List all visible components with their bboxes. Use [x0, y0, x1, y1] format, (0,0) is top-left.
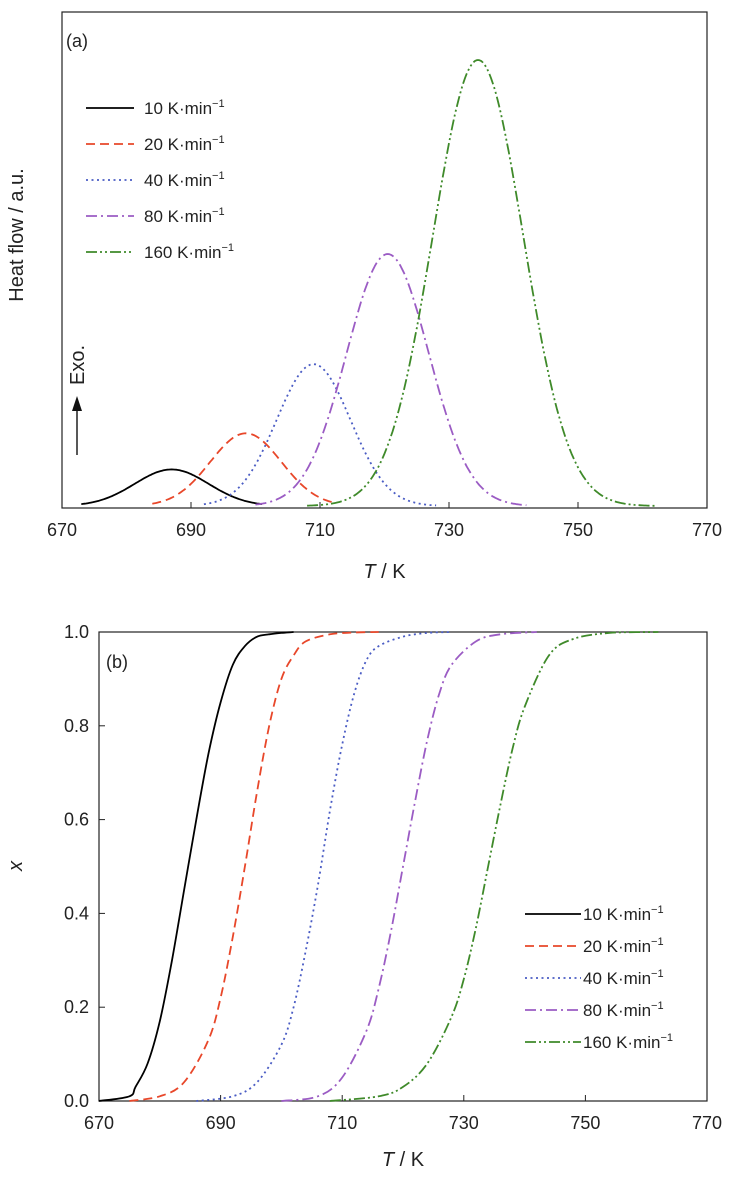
legend-label-0: 10 K·min−1: [583, 904, 664, 924]
series-line-1: [129, 631, 379, 1102]
legend-label-0: 10 K·min−1: [144, 98, 225, 118]
y-tick-label: 0.4: [64, 903, 89, 923]
y-tick-label: 0.2: [64, 997, 89, 1017]
legend-label-1: 20 K·min−1: [583, 936, 664, 956]
legend-label-4: 160 K·min−1: [144, 242, 234, 262]
y-tick-label: 1.0: [64, 622, 89, 642]
y-axis-title: Heat flow / a.u.: [6, 168, 28, 301]
x-tick-label: 710: [305, 520, 335, 540]
x-tick-label: 770: [692, 520, 722, 540]
x-tick-label: 770: [692, 1113, 722, 1133]
x-tick-label: 750: [570, 1113, 600, 1133]
x-axis-title: T / K: [363, 561, 406, 583]
series-line-0: [81, 468, 263, 505]
plot-frame: [98, 631, 708, 1102]
series-line-0: [98, 631, 294, 1102]
panel-label: (a): [66, 31, 88, 51]
legend-label-3: 80 K·min−1: [144, 206, 225, 226]
series-line-2: [196, 631, 452, 1102]
x-tick-label: 690: [206, 1113, 236, 1133]
y-tick-label: 0.0: [64, 1091, 89, 1111]
series-line-3: [281, 631, 537, 1102]
panel-a: 670 690 710 730 750 770 T / K Heat flow / a.u. (…: [6, 11, 722, 583]
y-tick-label: 0.8: [64, 716, 89, 736]
x-tick-label: 750: [563, 520, 593, 540]
exo-annotation: Exo.: [67, 345, 89, 385]
legend-label-3: 80 K·min−1: [583, 1000, 664, 1020]
legend-label-2: 40 K·min−1: [144, 170, 225, 190]
legend-label-2: 40 K·min−1: [583, 968, 664, 988]
series-line-3: [255, 253, 527, 507]
panel-b: 670 690 710 730 750 770 0.0 0.2 0.4 0.6 0.8 1.0 T / …: [5, 622, 722, 1171]
legend-label-4: 160 K·min−1: [583, 1032, 673, 1052]
x-tick-label: 670: [84, 1113, 114, 1133]
x-tick-label: 690: [176, 520, 206, 540]
panel-label: (b): [106, 652, 128, 672]
series-line-2: [203, 363, 437, 507]
x-tick-label: 730: [449, 1113, 479, 1133]
x-tick-label: 710: [327, 1113, 357, 1133]
series-line-4: [329, 631, 659, 1102]
x-tick-label: 730: [434, 520, 464, 540]
y-axis-title: x: [5, 860, 27, 872]
legend-label-1: 20 K·min−1: [144, 134, 225, 154]
y-tick-label: 0.6: [64, 810, 89, 830]
series-line-4: [307, 59, 656, 507]
x-tick-label: 670: [47, 520, 77, 540]
x-axis-title: T / K: [382, 1149, 425, 1171]
plot-frame: [61, 11, 708, 509]
series-line-1: [152, 432, 334, 505]
exo-arrow-head: [72, 396, 82, 411]
